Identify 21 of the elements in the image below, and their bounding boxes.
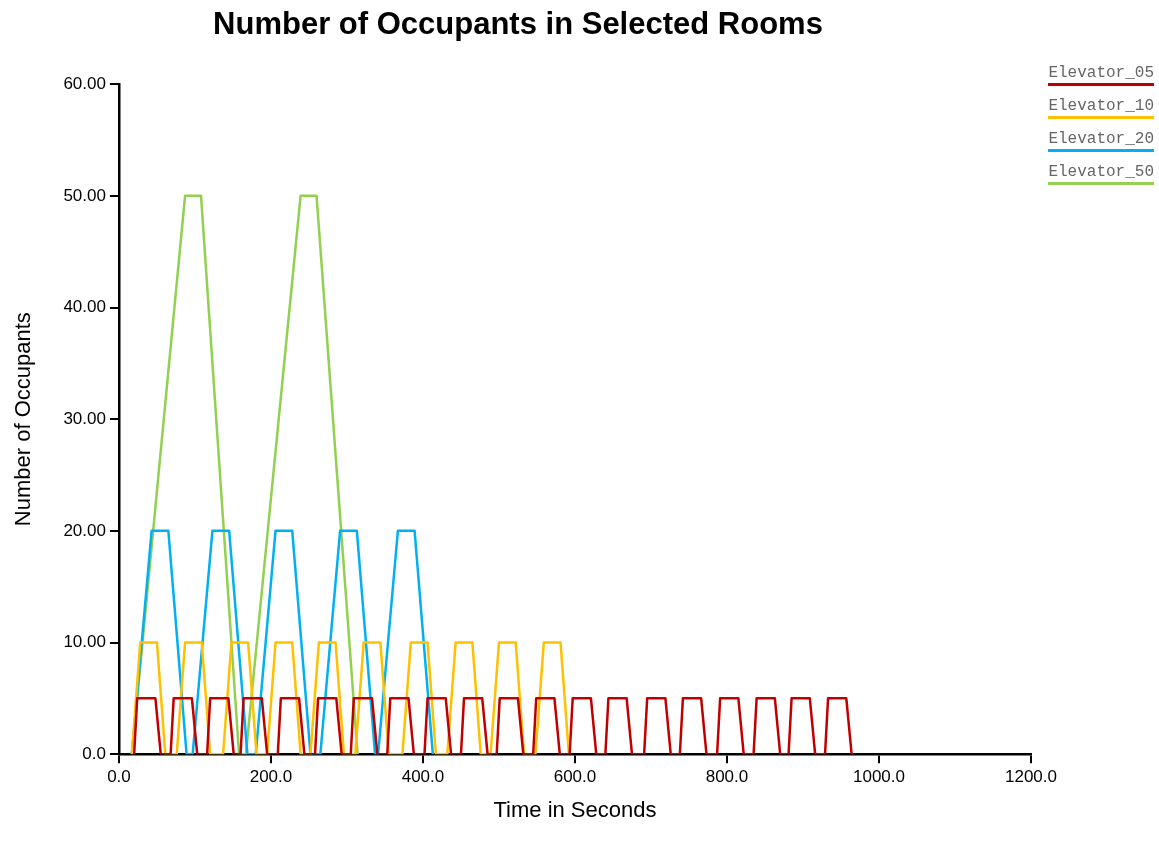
x-tick-label: 200.0 bbox=[249, 767, 293, 787]
y-tick-label: 50.00 bbox=[63, 185, 106, 205]
x-tick-label: 400.0 bbox=[401, 767, 445, 787]
y-tick-label: 20.00 bbox=[63, 520, 106, 540]
y-tick-label: 40.00 bbox=[63, 297, 106, 317]
x-tick-label: 800.0 bbox=[705, 767, 749, 787]
text: Elevator_50 bbox=[1048, 163, 1154, 185]
y-tick-label: 60.00 bbox=[63, 73, 106, 93]
y-axis-title: Number of Occupants bbox=[10, 312, 36, 527]
chart-title: Number of Occupants in Selected Rooms bbox=[213, 6, 823, 42]
text: Elevator_20 bbox=[1048, 130, 1154, 152]
y-tick-label: 30.00 bbox=[63, 408, 106, 428]
x-tick-label: 1000.0 bbox=[852, 767, 905, 787]
x-tick-label: 0.0 bbox=[107, 767, 131, 787]
x-tick-label: 1200.0 bbox=[1005, 767, 1057, 787]
y-tick-label: 0.0 bbox=[82, 743, 106, 763]
x-tick-label: 600.0 bbox=[553, 767, 597, 787]
text: Elevator_10 bbox=[1048, 97, 1154, 119]
y-tick-label: 10.00 bbox=[63, 632, 106, 652]
x-axis-title: Time in Seconds bbox=[493, 796, 657, 822]
text: Elevator_05 bbox=[1048, 64, 1154, 86]
